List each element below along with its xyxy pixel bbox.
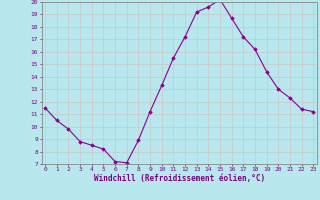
X-axis label: Windchill (Refroidissement éolien,°C): Windchill (Refroidissement éolien,°C) xyxy=(94,174,265,183)
